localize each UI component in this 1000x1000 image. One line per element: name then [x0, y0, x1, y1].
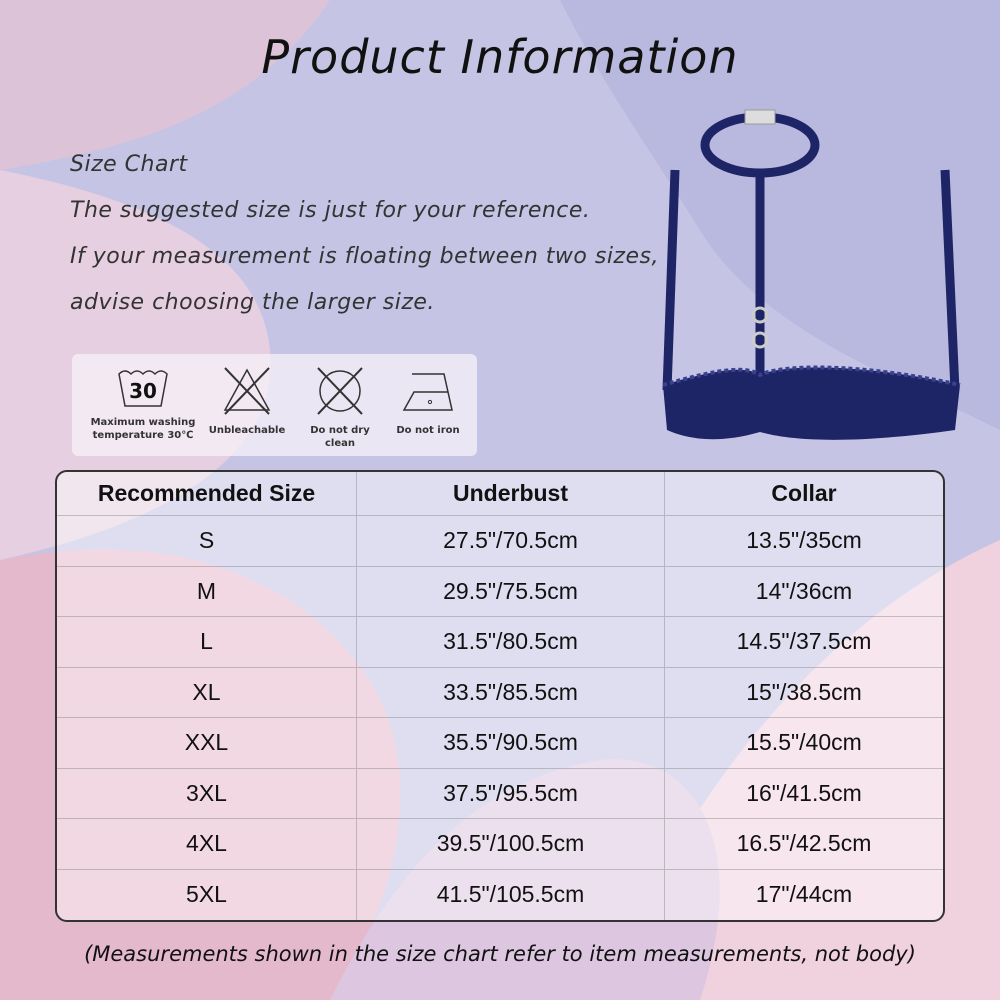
- care-label: Maximum washing: [90, 417, 196, 428]
- table-row: XXL 35.5"/90.5cm 15.5"/40cm: [57, 718, 943, 769]
- collar-cell: 14.5"/37.5cm: [736, 628, 872, 655]
- no-bleach-icon: [223, 367, 271, 415]
- size-cell: M: [57, 566, 357, 616]
- size-cell: S: [57, 516, 357, 566]
- care-item-bleach: Unbleachable: [207, 364, 287, 437]
- care-label: temperature 30℃: [92, 430, 194, 441]
- underbust-cell: 37.5"/95.5cm: [357, 768, 665, 818]
- table-row: 3XL 37.5"/95.5cm 16"/41.5cm: [57, 768, 943, 819]
- no-iron-icon: [402, 373, 453, 411]
- intro-line-1: The suggested size is just for your refe…: [70, 198, 591, 223]
- care-label: Unbleachable: [208, 425, 286, 436]
- size-table: Recommended Size Underbust Collar S 27.5"…: [55, 470, 945, 922]
- wash-30-icon: 30: [118, 370, 168, 407]
- underbust-cell: 41.5"/105.5cm: [357, 869, 665, 920]
- table-row: 4XL 39.5"/100.5cm 16.5"/42.5cm: [57, 819, 943, 870]
- underbust-cell: 39.5"/100.5cm: [357, 819, 665, 869]
- underbust-cell: 33.5"/85.5cm: [357, 667, 665, 717]
- table-row: L 31.5"/80.5cm 14.5"/37.5cm: [57, 617, 943, 668]
- underbust-cell: 31.5"/80.5cm: [357, 617, 665, 667]
- care-label: Do not dry clean: [310, 425, 370, 449]
- collar-cell: 13.5"/35cm: [746, 527, 862, 554]
- collar-cell: 16.5"/42.5cm: [736, 830, 872, 857]
- collar-cell: 15"/38.5cm: [746, 678, 862, 705]
- underbust-cell: 27.5"/70.5cm: [357, 516, 665, 566]
- size-chart-heading: Size Chart: [70, 152, 188, 177]
- table-row: M 29.5"/75.5cm 14"/36cm: [57, 566, 943, 617]
- product-image: [662, 109, 961, 440]
- care-item-iron: Do not iron: [390, 364, 466, 437]
- header-collar: Collar: [771, 480, 837, 506]
- intro-line-3: advise choosing the larger size.: [70, 290, 435, 315]
- intro-line-2: If your measurement is floating between …: [70, 244, 659, 269]
- table-header-row: Recommended Size Underbust Collar: [57, 472, 943, 516]
- size-cell: XXL: [57, 718, 357, 768]
- table-row: S 27.5"/70.5cm 13.5"/35cm: [57, 516, 943, 567]
- table-row: 5XL 41.5"/105.5cm 17"/44cm: [57, 869, 943, 920]
- page-title: Product Information: [261, 30, 739, 84]
- care-item-dry-clean: Do not dry clean: [294, 364, 386, 450]
- no-dry-clean-icon: [317, 367, 363, 415]
- size-cell: XL: [57, 667, 357, 717]
- care-label: Do not iron: [396, 425, 460, 436]
- collar-cell: 15.5"/40cm: [746, 729, 862, 756]
- underbust-cell: 35.5"/90.5cm: [357, 718, 665, 768]
- collar-cell: 17"/44cm: [755, 881, 853, 908]
- collar-cell: 16"/41.5cm: [746, 779, 862, 806]
- header-size: Recommended Size: [57, 472, 357, 515]
- care-item-wash: 30 Maximum washing temperature 30℃: [88, 362, 198, 442]
- underbust-cell: 29.5"/75.5cm: [357, 566, 665, 616]
- care-instructions-panel: 30 Maximum washing temperature 30℃ Unble…: [72, 354, 477, 456]
- collar-cell: 14"/36cm: [755, 577, 853, 604]
- header-underbust: Underbust: [357, 472, 665, 515]
- measurement-note: (Measurements shown in the size chart re…: [84, 942, 916, 966]
- size-cell: 5XL: [57, 869, 357, 920]
- size-cell: L: [57, 617, 357, 667]
- size-cell: 4XL: [57, 819, 357, 869]
- size-cell: 3XL: [57, 768, 357, 818]
- table-row: XL 33.5"/85.5cm 15"/38.5cm: [57, 667, 943, 718]
- svg-text:30: 30: [129, 379, 157, 403]
